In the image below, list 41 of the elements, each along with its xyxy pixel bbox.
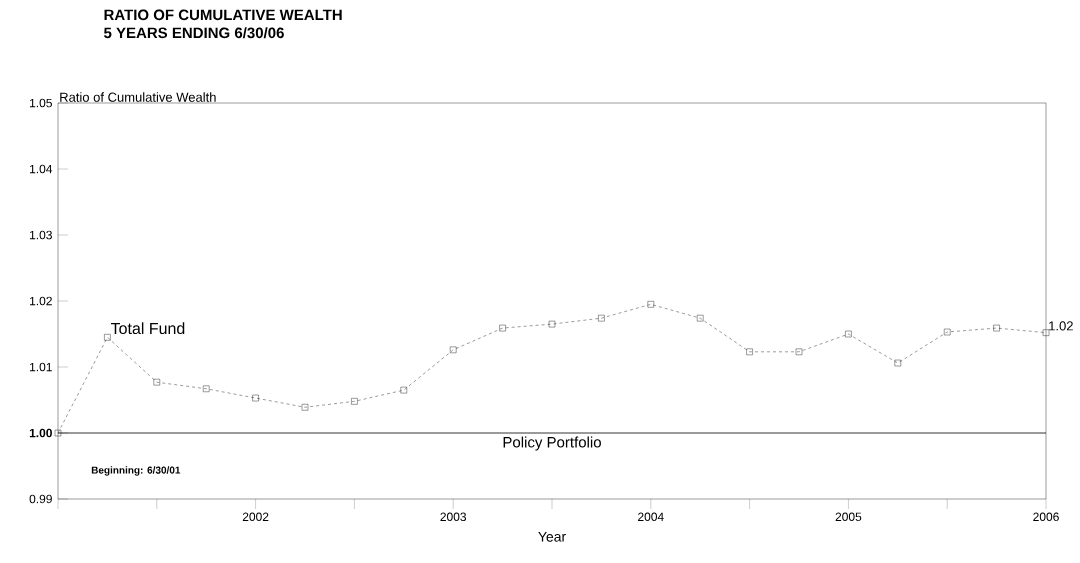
point (203, 385, 210, 392)
point (450, 346, 457, 354)
point (993, 324, 1000, 332)
point (153, 378, 160, 386)
y-tick-label: 1.02 (30, 296, 52, 306)
chart-subtitle: 5 YEARS ENDING 6/30/06 (103, 27, 284, 39)
x-tick-label: 2005 (835, 512, 862, 522)
data-label: 1.02 (1049, 321, 1073, 331)
y-tick-label: 1.05 (30, 98, 52, 108)
point (647, 301, 655, 308)
point (598, 314, 605, 322)
point (944, 328, 951, 336)
x-axis-title: Year (538, 531, 566, 542)
x-tick-label: 2006 (1033, 512, 1059, 522)
series-label: Total Fund (110, 322, 185, 335)
y-tick-label: 1.01 (30, 362, 52, 372)
chart-title: RATIO OF CUMULATIVE WEALTH (104, 9, 342, 21)
point (54, 429, 62, 437)
y-tick-label: 1.03 (30, 230, 52, 240)
point (1042, 329, 1050, 336)
point (845, 330, 852, 338)
point (301, 404, 309, 411)
y-tick-label: 1.04 (30, 164, 53, 174)
x-tick-label: 2003 (440, 512, 467, 522)
point (548, 320, 556, 328)
point (746, 348, 753, 356)
point (894, 359, 902, 367)
point (400, 386, 407, 394)
point (104, 334, 111, 341)
point (499, 324, 506, 332)
ref-line-label: Policy Portfolio (503, 436, 601, 451)
x-tick-label: 2002 (242, 512, 269, 522)
point (697, 314, 704, 322)
y-tick-label: 1.00 (29, 428, 52, 438)
y-tick-label: 0.99 (29, 494, 52, 504)
point (351, 398, 358, 405)
x-tick-label: 2004 (638, 512, 664, 522)
point (795, 348, 803, 356)
y-axis-title: Ratio of Cumulative Wealth (60, 92, 216, 102)
annotation: Beginning: 6/30/01 (91, 466, 181, 476)
point (252, 394, 259, 402)
